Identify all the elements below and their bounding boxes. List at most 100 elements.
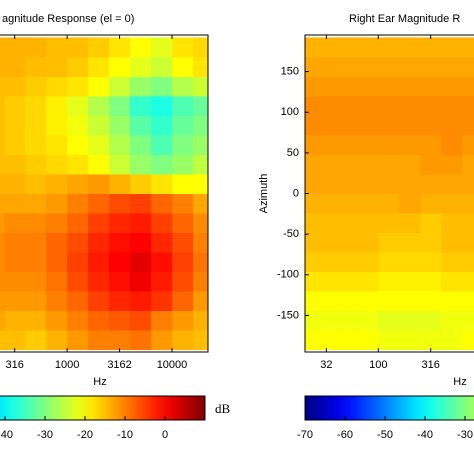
heatmap-cell [4, 252, 26, 273]
heatmap-cell [315, 252, 338, 273]
heatmap-cell [4, 213, 26, 234]
heatmap-cell [305, 213, 317, 234]
heatmap-cell [305, 134, 317, 155]
heatmap-cell [193, 271, 209, 292]
heatmap-cell [172, 310, 194, 331]
heatmap-cell [336, 252, 358, 273]
heatmap-cell [378, 95, 400, 116]
heatmap-cell [336, 56, 358, 77]
heatmap-cell [151, 330, 173, 351]
heatmap-cell [25, 193, 47, 214]
heatmap-cell [462, 134, 474, 155]
heatmap-cell [420, 37, 442, 58]
heatmap-cell [193, 115, 209, 136]
heatmap-cell [399, 330, 421, 351]
heatmap-cell [151, 115, 173, 136]
heatmap-cell [46, 115, 68, 136]
colorbar-tick-label: -30 [457, 429, 473, 441]
chart-title: Right Ear Magnitude R [349, 13, 460, 25]
heatmap-cell [399, 115, 421, 136]
heatmap-cell [4, 76, 26, 97]
heatmap-cell [441, 37, 463, 58]
heatmap-cell [441, 56, 463, 77]
heatmap-cell [88, 310, 110, 331]
x-axis-label: Hz [453, 376, 466, 388]
heatmap-cell [193, 252, 209, 273]
heatmap-cell [305, 56, 317, 77]
heatmap-cell [67, 213, 89, 234]
heatmap-cell [305, 271, 317, 292]
heatmap-cell [0, 310, 5, 331]
heatmap-cell [420, 95, 442, 116]
heatmap-cell [420, 76, 442, 97]
heatmap-cell [88, 193, 110, 214]
heatmap-cell [420, 173, 442, 194]
heatmap-cell [4, 95, 26, 116]
heatmap-cell [129, 291, 152, 312]
heatmap-cell [67, 330, 89, 351]
heatmap-cell [441, 291, 463, 312]
heatmap-cell [399, 37, 421, 58]
heatmap-cell [4, 232, 26, 253]
heatmap-cell [378, 56, 400, 77]
heatmap-cell [357, 173, 379, 194]
heatmap-cell [4, 115, 26, 136]
heatmap-cell [420, 232, 442, 253]
heatmap-cell [378, 330, 400, 351]
heatmap-cell [315, 271, 338, 292]
heatmap-cell [0, 252, 5, 273]
heatmap-cell [315, 310, 338, 331]
heatmap-cell [357, 37, 379, 58]
heatmap-cell [4, 310, 26, 331]
heatmap-cell [46, 310, 68, 331]
heatmap-cell [67, 173, 89, 194]
heatmap-cell [88, 154, 110, 175]
axes-box [0, 34, 209, 353]
heatmap-cell [0, 193, 5, 214]
heatmap-cell [315, 56, 338, 77]
heatmap-cell [462, 213, 474, 234]
heatmap-cell [88, 134, 110, 155]
y-tick-label: -150 [277, 309, 299, 321]
heatmap-cell [441, 310, 463, 331]
heatmap-cell [46, 134, 68, 155]
heatmap-cell [357, 115, 379, 136]
x-tick-label: 3162 [107, 359, 131, 371]
heatmap-cell [172, 76, 194, 97]
heatmap-cell [462, 271, 474, 292]
heatmap-cell [172, 252, 194, 273]
heatmap-cell [305, 330, 317, 351]
heatmap-cell [67, 291, 89, 312]
heatmap-cell [129, 76, 152, 97]
heatmap-cell [129, 213, 152, 234]
heatmap-cell [357, 193, 379, 214]
heatmap-cell [462, 291, 474, 312]
heatmap-cell [4, 37, 26, 58]
heatmap-cell [129, 330, 152, 351]
heatmap-cell [67, 115, 89, 136]
heatmap-cell [172, 134, 194, 155]
heatmap-cell [305, 252, 317, 273]
heatmap-cell [129, 115, 152, 136]
heatmap-cell [46, 173, 68, 194]
heatmap-cell [25, 56, 47, 77]
heatmap-cell [357, 56, 379, 77]
heatmap-cell [151, 154, 173, 175]
heatmap-cell [399, 95, 421, 116]
heatmap-cell [25, 134, 47, 155]
heatmap-cell [151, 271, 173, 292]
heatmap-cell [305, 95, 317, 116]
colorbar-tick-label: -60 [337, 429, 353, 441]
heatmap-cell [193, 330, 209, 351]
heatmap-cell [25, 154, 47, 175]
x-tick-label: 100 [369, 359, 387, 371]
heatmap-cell [305, 193, 317, 214]
heatmap-cell [46, 193, 68, 214]
heatmap-cell [399, 154, 421, 175]
heatmap-cell [151, 37, 173, 58]
heatmap-cell [399, 213, 421, 234]
heatmap-cell [172, 37, 194, 58]
heatmap-cell [357, 134, 379, 155]
heatmap-cell [462, 193, 474, 214]
